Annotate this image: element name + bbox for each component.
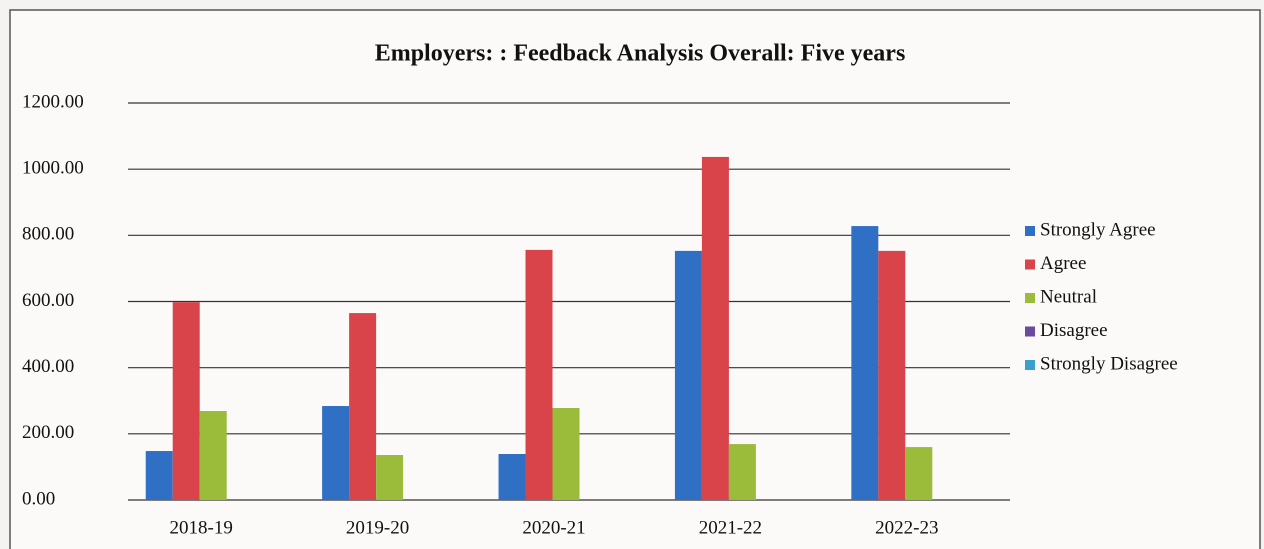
- bar: [322, 406, 350, 500]
- chart-title: Employers: : Feedback Analysis Overall: …: [375, 41, 906, 67]
- bar: [199, 411, 227, 500]
- legend-swatch: [1025, 360, 1035, 370]
- legend-swatch: [1025, 326, 1035, 337]
- y-tick-label: 0.00: [22, 488, 55, 509]
- bar: [851, 226, 879, 500]
- y-tick-label: 800.00: [22, 224, 74, 245]
- bar: [349, 313, 377, 500]
- legend-swatch: [1025, 226, 1035, 236]
- bar: [145, 451, 173, 500]
- bar: [552, 408, 580, 500]
- legend-label: Strongly Disagree: [1040, 353, 1178, 374]
- bar: [674, 250, 702, 500]
- x-tick-label: 2020-21: [522, 517, 585, 538]
- x-tick-label: 2021-22: [699, 517, 762, 538]
- legend-label: Disagree: [1040, 320, 1108, 341]
- bar: [172, 302, 200, 500]
- legend-swatch: [1025, 293, 1035, 303]
- x-tick-label: 2019-20: [346, 517, 409, 538]
- y-tick-label: 400.00: [22, 356, 74, 377]
- bar: [905, 447, 933, 500]
- bar: [498, 454, 526, 500]
- y-tick-label: 1000.00: [22, 158, 84, 179]
- legend-swatch: [1025, 259, 1035, 270]
- legend-label: Neutral: [1040, 286, 1097, 307]
- x-tick-label: 2022-23: [875, 517, 938, 538]
- legend-label: Strongly Agree: [1040, 219, 1156, 240]
- y-tick-label: 1200.00: [22, 91, 84, 112]
- x-tick-label: 2018-19: [170, 517, 233, 538]
- y-tick-label: 600.00: [22, 290, 74, 311]
- bar: [376, 455, 404, 500]
- y-tick-label: 200.00: [22, 422, 74, 443]
- bar: [878, 250, 906, 500]
- bar: [525, 249, 553, 500]
- legend-label: Agree: [1040, 253, 1086, 274]
- bar: [701, 156, 729, 500]
- bar: [728, 444, 756, 500]
